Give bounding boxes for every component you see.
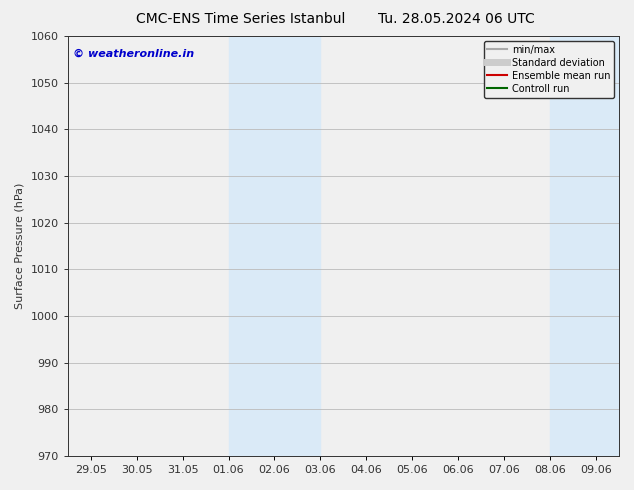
Bar bbox=[550, 36, 634, 456]
Text: CMC-ENS Time Series Istanbul: CMC-ENS Time Series Istanbul bbox=[136, 12, 346, 26]
Text: Tu. 28.05.2024 06 UTC: Tu. 28.05.2024 06 UTC bbox=[378, 12, 535, 26]
Y-axis label: Surface Pressure (hPa): Surface Pressure (hPa) bbox=[15, 183, 25, 309]
Text: © weatheronline.in: © weatheronline.in bbox=[73, 49, 195, 59]
Bar bbox=[228, 36, 320, 456]
Legend: min/max, Standard deviation, Ensemble mean run, Controll run: min/max, Standard deviation, Ensemble me… bbox=[484, 41, 614, 98]
